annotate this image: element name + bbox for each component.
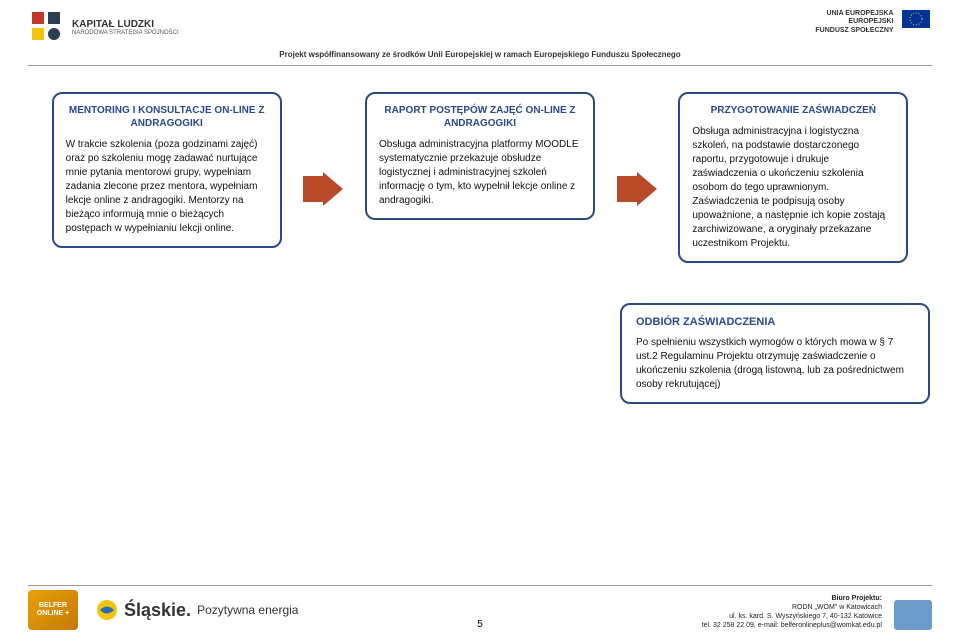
slaskie-logo: Śląskie. Pozytywna energia	[96, 599, 298, 621]
header: KAPITAŁ LUDZKI NARODOWA STRATEGIA SPÓJNO…	[0, 0, 960, 48]
box-body: Po spełnieniu wszystkich wymogów o który…	[636, 336, 914, 392]
box-odbior: ODBIÓR ZAŚWIADCZENIA Po spełnieniu wszys…	[620, 303, 930, 404]
box-title: PRZYGOTOWANIE ZAŚWIADCZEŃ	[692, 104, 894, 117]
eu-line3: FUNDUSZ SPOŁECZNY	[815, 27, 893, 35]
box-title: MENTORING I KONSULTACJE ON-LINE Z ANDRAG…	[66, 104, 268, 130]
wom-logo	[894, 600, 932, 630]
flow-row-2: ODBIÓR ZAŚWIADCZENIA Po spełnieniu wszys…	[0, 263, 960, 404]
box-zaswiadczenia: PRZYGOTOWANIE ZAŚWIADCZEŃ Obsługa admini…	[678, 92, 908, 263]
page-number: 5	[477, 619, 483, 630]
addr2: ul. ks. kard. S. Wyszyńskiego 7, 40-132 …	[702, 612, 882, 621]
slaskie-title: Śląskie.	[124, 600, 191, 621]
flow-row: MENTORING I KONSULTACJE ON-LINE Z ANDRAG…	[0, 74, 960, 263]
project-subheader: Projekt współfinansowany ze środków Unii…	[0, 48, 960, 65]
slaskie-tagline: Pozytywna energia	[197, 603, 298, 617]
footer-contact: Biuro Projektu: RODN „WOM" w Katowicach …	[702, 594, 882, 630]
addr1: RODN „WOM" w Katowicach	[702, 603, 882, 612]
belfer-logo: BELFER ONLINE +	[28, 590, 78, 630]
footer: BELFER ONLINE + Śląskie. Pozytywna energ…	[0, 577, 960, 640]
box-title: RAPORT POSTĘPÓW ZAJĘĆ ON-LINE Z ANDRAGOG…	[379, 104, 581, 130]
box-body: W trakcie szkolenia (poza godzinami zaję…	[66, 138, 268, 236]
box-body: Obsługa administracyjna i logistyczna sz…	[692, 125, 894, 251]
eu-line2: EUROPEJSKI	[815, 18, 893, 26]
kl-icon	[30, 10, 64, 44]
logo-kapital-ludzki: KAPITAŁ LUDZKI NARODOWA STRATEGIA SPÓJNO…	[30, 10, 179, 44]
box-body: Obsługa administracyjna platformy MOODLE…	[379, 138, 581, 208]
logo-eu: UNIA EUROPEJSKA EUROPEJSKI FUNDUSZ SPOŁE…	[815, 10, 930, 35]
addr3: tel. 32 258 22 09, e-mail: belferonlinep…	[702, 621, 882, 630]
arrow-icon	[303, 172, 343, 206]
footer-rule	[28, 585, 932, 586]
kl-subtitle: NARODOWA STRATEGIA SPÓJNOŚCI	[72, 30, 179, 36]
box-title: ODBIÓR ZAŚWIADCZENIA	[636, 315, 914, 330]
footer-left-logos: BELFER ONLINE + Śląskie. Pozytywna energ…	[28, 590, 298, 630]
slaskie-icon	[96, 599, 118, 621]
box-mentoring: MENTORING I KONSULTACJE ON-LINE Z ANDRAG…	[52, 92, 282, 248]
eu-flag-icon	[902, 10, 930, 28]
box-raport: RAPORT POSTĘPÓW ZAJĘĆ ON-LINE Z ANDRAGOG…	[365, 92, 595, 220]
arrow-icon	[617, 172, 657, 206]
kl-title: KAPITAŁ LUDZKI	[72, 19, 179, 30]
eu-line1: UNIA EUROPEJSKA	[815, 10, 893, 18]
header-rule	[28, 65, 932, 66]
biuro-label: Biuro Projektu:	[702, 594, 882, 603]
